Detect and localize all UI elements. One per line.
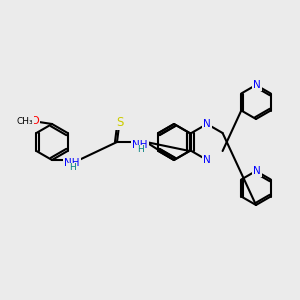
Text: NH: NH <box>132 140 148 150</box>
Text: S: S <box>116 116 124 128</box>
Text: O: O <box>31 116 39 126</box>
Text: H: H <box>69 164 75 172</box>
Text: N: N <box>253 166 261 176</box>
Text: CH₃: CH₃ <box>17 116 33 125</box>
Text: NH: NH <box>64 158 80 168</box>
Text: N: N <box>203 155 211 165</box>
Text: H: H <box>136 146 143 154</box>
Text: N: N <box>203 119 211 129</box>
Text: N: N <box>253 80 261 90</box>
